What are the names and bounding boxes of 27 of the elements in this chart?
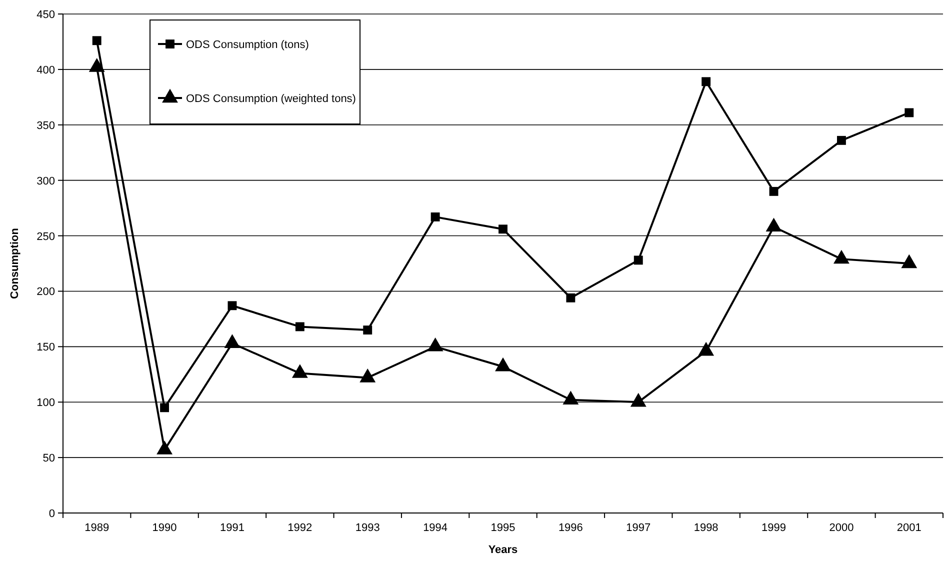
x-tick-label: 1989 bbox=[84, 522, 110, 534]
x-tick-label: 1995 bbox=[490, 522, 516, 534]
y-tick-label: 0 bbox=[48, 508, 55, 520]
y-tick-label: 250 bbox=[36, 230, 55, 243]
legend-label: ODS Consumption (tons) bbox=[186, 39, 309, 51]
x-tick-label: 1997 bbox=[626, 522, 651, 534]
x-tick-label: 1994 bbox=[423, 522, 448, 534]
y-tick-label: 200 bbox=[36, 286, 55, 298]
legend-label: ODS Consumption (weighted tons) bbox=[186, 93, 356, 105]
x-tick-label: 1991 bbox=[220, 522, 244, 534]
y-axis-title: Consumption bbox=[9, 228, 21, 299]
y-tick-label: 150 bbox=[36, 342, 55, 354]
x-tick-label: 1998 bbox=[694, 522, 718, 534]
x-tick-label: 1992 bbox=[288, 522, 312, 534]
y-tick-label: 100 bbox=[36, 397, 55, 410]
x-tick-label: 2000 bbox=[829, 522, 854, 534]
x-axis-title: Years bbox=[488, 544, 518, 556]
x-tick-label: 1993 bbox=[355, 522, 380, 534]
y-tick-label: 300 bbox=[36, 175, 55, 188]
y-tick-label: 450 bbox=[36, 9, 55, 21]
x-tick-label: 2001 bbox=[896, 522, 922, 534]
x-tick-label: 1999 bbox=[762, 522, 786, 534]
y-tick-label: 50 bbox=[42, 452, 55, 465]
x-tick-label: 1996 bbox=[558, 522, 583, 534]
y-tick-label: 400 bbox=[36, 64, 55, 76]
y-tick-label: 350 bbox=[36, 120, 55, 132]
x-tick-label: 1990 bbox=[152, 522, 177, 534]
